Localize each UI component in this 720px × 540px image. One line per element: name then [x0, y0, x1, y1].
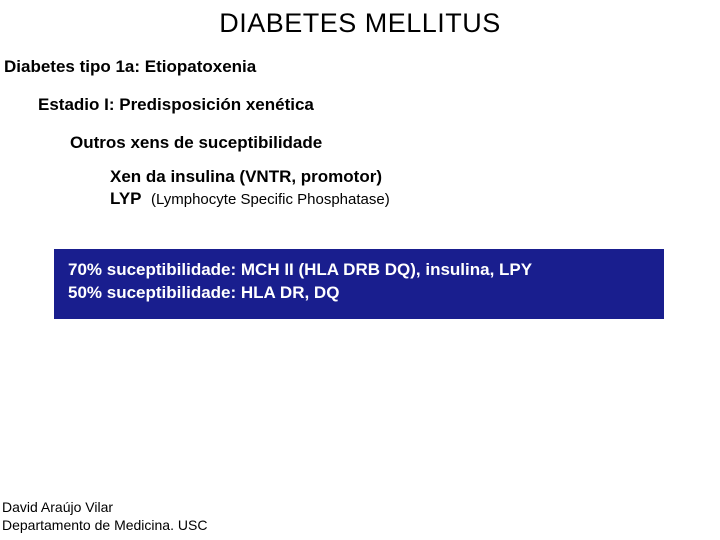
- bullet-insulin-gene: Xen da insulina (VNTR, promotor): [110, 167, 720, 187]
- highlight-box: 70% suceptibilidade: MCH II (HLA DRB DQ)…: [54, 249, 664, 319]
- bullet-lyp: LYP (Lymphocyte Specific Phosphatase): [110, 189, 720, 209]
- subtitle-stage: Estadio I: Predisposición xenética: [38, 95, 720, 115]
- highlight-line-50: 50% suceptibilidade: HLA DR, DQ: [68, 282, 650, 305]
- footer-author: David Araújo Vilar: [2, 499, 207, 517]
- bullet-lyp-abbr: LYP: [110, 189, 142, 208]
- subtitle-other-genes: Outros xens de suceptibilidade: [70, 133, 720, 153]
- footer: David Araújo Vilar Departamento de Medic…: [2, 499, 207, 534]
- slide-title: DIABETES MELLITUS: [0, 0, 720, 39]
- bullet-lyp-desc: (Lymphocyte Specific Phosphatase): [151, 191, 390, 208]
- footer-dept: Departamento de Medicina. USC: [2, 517, 207, 535]
- subtitle-diabetes-type: Diabetes tipo 1a: Etiopatoxenia: [4, 57, 720, 77]
- highlight-line-70: 70% suceptibilidade: MCH II (HLA DRB DQ)…: [68, 259, 650, 282]
